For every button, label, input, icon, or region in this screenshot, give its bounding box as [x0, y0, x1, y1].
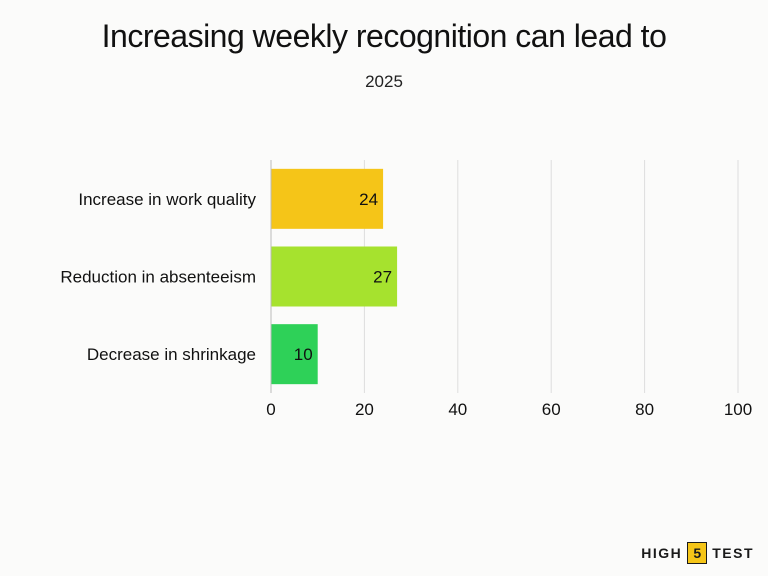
chart-title: Increasing weekly recognition can lead t…: [101, 18, 667, 54]
category-label: Decrease in shrinkage: [87, 345, 256, 364]
bar-value-label: 24: [359, 190, 378, 209]
x-tick-label: 60: [542, 400, 561, 419]
bar: [271, 246, 398, 307]
bar: [271, 324, 318, 385]
brand-logo-number: 5: [687, 542, 708, 564]
bar-value-label: 27: [373, 268, 392, 287]
category-label: Increase in work quality: [78, 190, 256, 209]
x-tick-label: 100: [724, 400, 752, 419]
x-tick-label: 80: [635, 400, 654, 419]
brand-logo: HIGH 5 TEST: [641, 542, 754, 564]
x-tick-label: 40: [448, 400, 467, 419]
x-tick-label: 0: [266, 400, 275, 419]
x-tick-label: 20: [355, 400, 374, 419]
brand-logo-left: HIGH: [641, 545, 683, 561]
bar: [271, 168, 384, 229]
chart-subtitle: 2025: [365, 72, 403, 91]
category-label: Reduction in absenteeism: [60, 268, 256, 287]
bar-value-label: 10: [294, 345, 313, 364]
brand-logo-right: TEST: [712, 545, 754, 561]
